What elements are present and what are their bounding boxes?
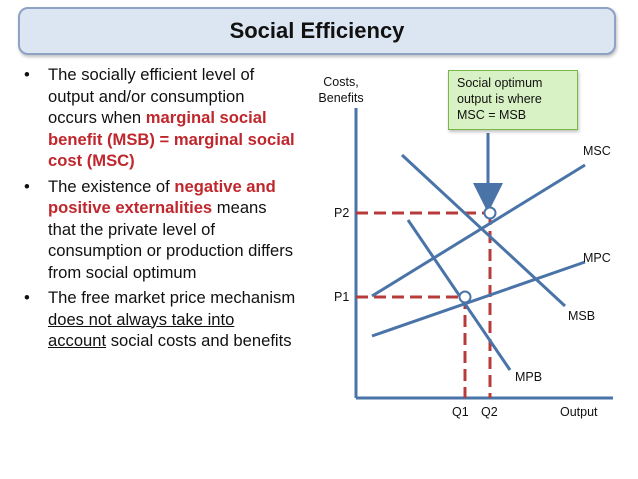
social-optimum-callout: Social optimum output is where MSC = MSB	[448, 70, 578, 130]
callout-line1: Social optimum	[457, 76, 543, 90]
bullet-item: The existence of negative and positive e…	[22, 176, 297, 284]
q2-label: Q2	[481, 405, 498, 419]
bullet-item: The free market price mechanism does not…	[22, 287, 297, 352]
msc-curve	[371, 163, 586, 298]
slide-title: Social Efficiency	[229, 18, 405, 43]
private-equilibrium-point	[458, 290, 472, 304]
callout-line2: output is where	[457, 92, 542, 106]
social-optimum-point	[483, 206, 497, 220]
mpc-curve	[371, 260, 586, 338]
bullet-list: The socially efficient level of output a…	[22, 64, 297, 356]
bullet-highlight: marginal social benefit (MSB) = marginal…	[48, 108, 295, 170]
callout-line3: MSC = MSB	[457, 108, 527, 122]
bullet-text: means that the private level of consumpt…	[48, 198, 294, 282]
msc-label: MSC	[583, 144, 611, 158]
msb-label: MSB	[568, 309, 595, 323]
bullet-text: social costs and benefits	[106, 331, 292, 350]
msb-curve	[400, 153, 567, 308]
bullet-item: The socially efficient level of output a…	[22, 64, 297, 172]
p1-label: P1	[334, 290, 349, 304]
bullet-text: The free market price mechanism	[48, 288, 296, 307]
bullet-highlight: negative and positive externalities	[48, 176, 276, 218]
x-axis-label: Output	[560, 405, 598, 419]
bullet-text: The socially efficient level of output a…	[48, 65, 255, 127]
y-axis-label-line1: Costs,	[323, 75, 358, 89]
p2-label: P2	[334, 206, 349, 220]
bullet-underlined: does not always take into account	[48, 309, 235, 351]
social-efficiency-diagram: Costs, Benefits Output MSC MPC MSB MPB P…	[318, 75, 613, 419]
y-axis-label-line2: Benefits	[318, 91, 363, 105]
title-box: Social Efficiency	[18, 7, 616, 55]
bullet-text: The existence of	[48, 176, 175, 196]
mpb-label: MPB	[515, 370, 542, 384]
q1-label: Q1	[452, 405, 469, 419]
mpc-label: MPC	[583, 251, 611, 265]
